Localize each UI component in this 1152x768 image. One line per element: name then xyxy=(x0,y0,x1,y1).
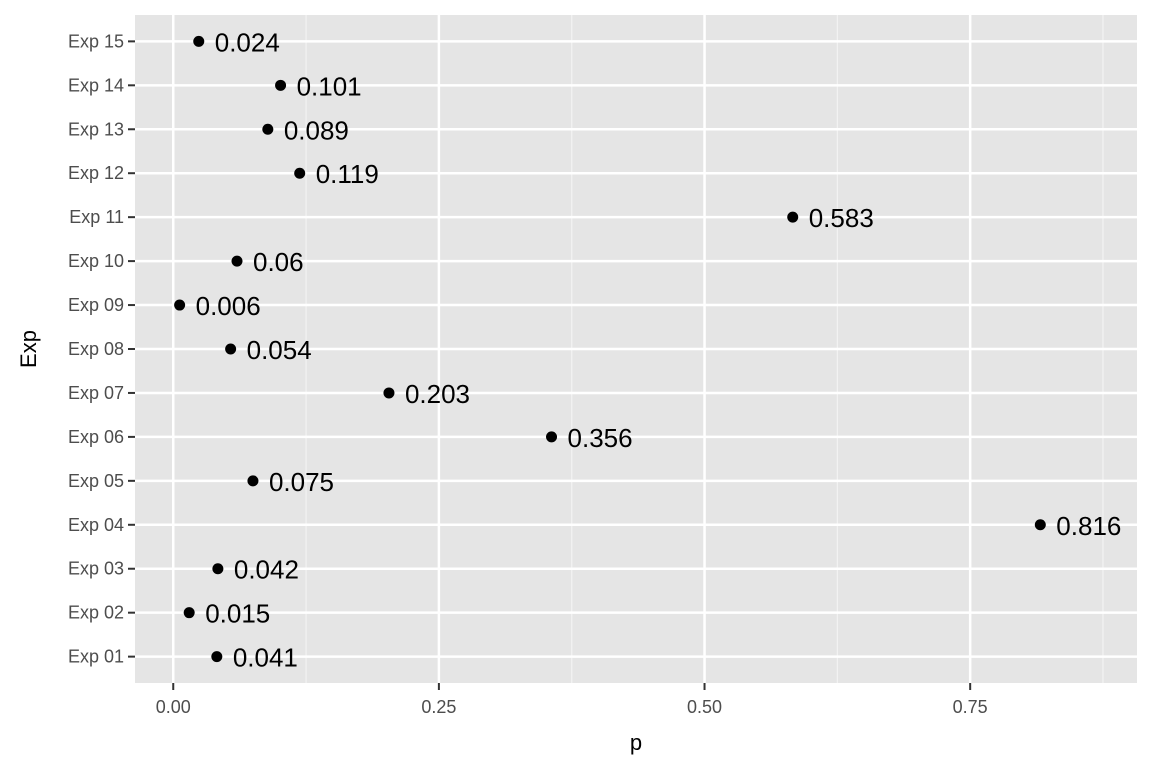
data-points: 0.041 0.015 0.042 0.816 0.075 0.356 0.203 0.054… xyxy=(174,27,1121,673)
y-tick-label: Exp 14 xyxy=(68,75,124,95)
data-point xyxy=(211,651,223,663)
x-tick-label: 0.50 xyxy=(687,697,722,717)
data-point xyxy=(787,211,799,223)
y-tick-label: Exp 10 xyxy=(68,251,124,271)
y-tick-label: Exp 13 xyxy=(68,119,124,139)
data-point xyxy=(225,343,237,355)
major-gridlines xyxy=(135,15,1137,683)
data-point-label: 0.06 xyxy=(253,247,304,277)
y-axis-title: Exp xyxy=(16,330,41,368)
data-point xyxy=(262,123,274,135)
data-point xyxy=(174,299,186,311)
data-point xyxy=(231,255,243,267)
x-axis-title: p xyxy=(630,730,642,755)
data-point-label: 0.041 xyxy=(233,643,298,673)
y-tick-label: Exp 11 xyxy=(69,207,124,227)
data-point xyxy=(275,79,287,91)
y-tick-label: Exp 09 xyxy=(68,295,124,315)
y-axis: Exp 01 Exp 02 Exp 03 Exp 04 Exp 05 Exp 06 Exp … xyxy=(68,31,135,667)
y-tick-label: Exp 07 xyxy=(68,383,124,403)
data-point-label: 0.024 xyxy=(215,27,280,57)
y-tick-label: Exp 03 xyxy=(68,559,124,579)
data-point xyxy=(183,607,195,619)
data-point xyxy=(1034,519,1046,531)
y-tick-label: Exp 04 xyxy=(68,515,124,535)
y-tick-label: Exp 05 xyxy=(68,471,124,491)
data-point xyxy=(212,563,224,575)
x-tick-label: 0.75 xyxy=(953,697,988,717)
data-point xyxy=(546,431,558,443)
data-point-label: 0.816 xyxy=(1056,511,1121,541)
data-point-label: 0.042 xyxy=(234,555,299,585)
data-point-label: 0.356 xyxy=(568,423,633,453)
data-point-label: 0.089 xyxy=(284,115,349,145)
data-point-label: 0.006 xyxy=(196,291,261,321)
y-tick-label: Exp 02 xyxy=(68,603,124,623)
x-tick-label: 0.00 xyxy=(156,697,191,717)
data-point-label: 0.075 xyxy=(269,467,334,497)
data-point-label: 0.583 xyxy=(809,203,874,233)
y-tick-label: Exp 01 xyxy=(68,647,124,667)
x-axis: 0.00 0.25 0.50 0.75 xyxy=(156,683,988,717)
data-point xyxy=(383,387,395,399)
y-tick-label: Exp 06 xyxy=(68,427,124,447)
y-tick-label: Exp 08 xyxy=(68,339,124,359)
data-point xyxy=(294,167,306,179)
data-point xyxy=(247,475,259,487)
data-point-label: 0.054 xyxy=(247,335,312,365)
x-tick-label: 0.25 xyxy=(421,697,456,717)
data-point-label: 0.101 xyxy=(297,71,362,101)
y-tick-label: Exp 12 xyxy=(68,163,124,183)
data-point xyxy=(193,35,205,47)
y-tick-label: Exp 15 xyxy=(68,31,124,51)
data-point-label: 0.119 xyxy=(316,159,379,189)
data-point-label: 0.203 xyxy=(405,379,470,409)
data-point-label: 0.015 xyxy=(205,599,270,629)
